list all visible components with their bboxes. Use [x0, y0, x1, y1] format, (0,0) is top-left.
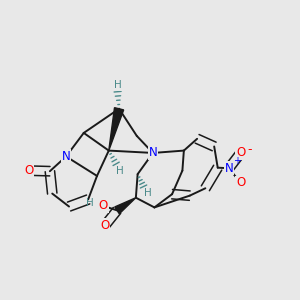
Text: H: H [114, 80, 122, 90]
Text: H: H [144, 188, 152, 198]
Text: O: O [236, 146, 245, 159]
Text: N: N [62, 150, 70, 163]
Text: O: O [236, 176, 245, 190]
Text: +: + [233, 156, 241, 166]
Text: N: N [224, 162, 233, 175]
Text: O: O [25, 164, 34, 177]
Polygon shape [109, 108, 124, 151]
Text: O: O [99, 200, 108, 212]
Text: H: H [116, 166, 124, 176]
Text: O: O [100, 219, 110, 232]
Text: N: N [148, 146, 157, 159]
Polygon shape [115, 198, 136, 214]
Text: H: H [86, 198, 94, 208]
Text: -: - [247, 143, 252, 156]
